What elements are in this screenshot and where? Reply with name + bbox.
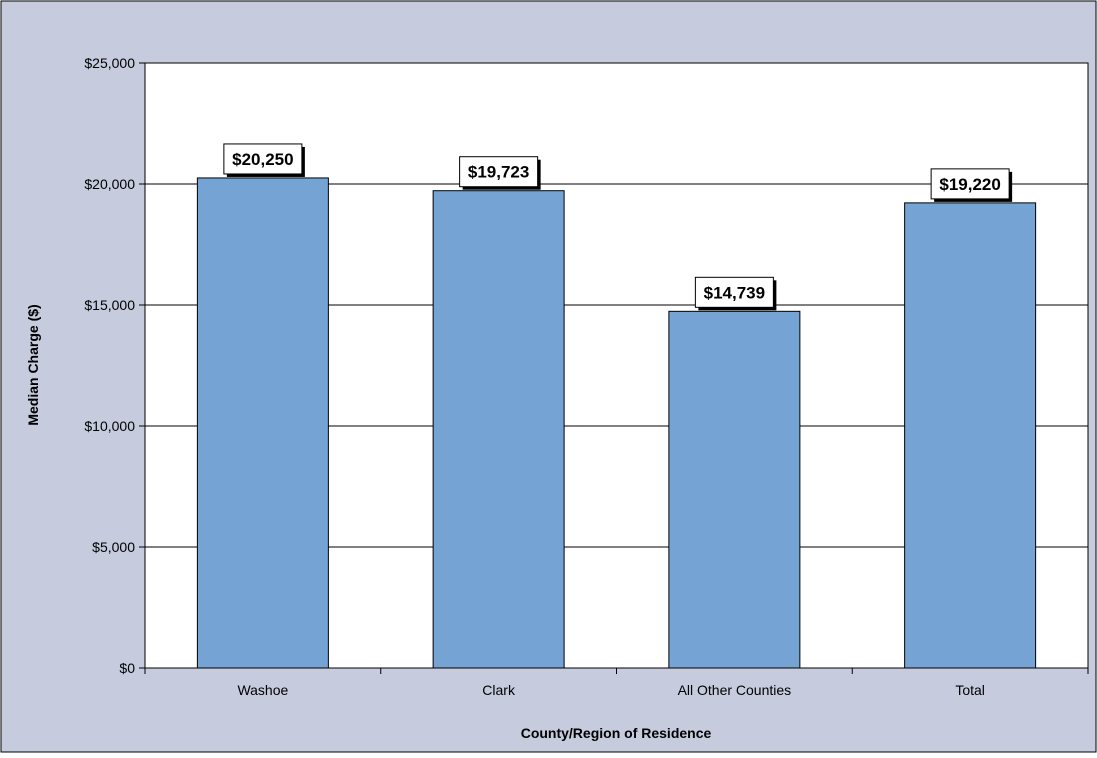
x-tick-label: Washoe — [237, 682, 288, 698]
data-label: $19,220 — [939, 175, 1000, 194]
data-label: $14,739 — [704, 283, 765, 302]
y-tick-label: $20,000 — [84, 176, 135, 192]
x-tick-label: All Other Counties — [678, 682, 792, 698]
y-tick-label: $0 — [119, 660, 135, 676]
x-tick-label: Total — [955, 682, 985, 698]
data-label-box — [694, 276, 774, 308]
data-label: $19,723 — [468, 163, 529, 182]
data-label-box — [223, 143, 303, 175]
x-tick-label: Clark — [482, 682, 516, 698]
x-axis-title: County/Region of Residence — [521, 725, 712, 741]
y-axis-title: Median Charge ($) — [25, 304, 41, 425]
y-tick-label: $15,000 — [84, 297, 135, 313]
bars — [196, 177, 1037, 669]
y-tick-label: $5,000 — [92, 539, 135, 555]
bar — [432, 190, 565, 669]
bar — [904, 202, 1037, 669]
y-tick-label: $10,000 — [84, 418, 135, 434]
axes: $0 $5,000 $10,000 $15,000 $20,000 $25,000 Wash… — [84, 55, 1089, 698]
data-labels: $20,250 $19,723 $14,739 $19,220 — [223, 143, 1013, 311]
y-tick-label: $25,000 — [84, 55, 135, 71]
bar — [668, 310, 801, 669]
data-label-box — [459, 156, 539, 188]
data-label-box — [930, 168, 1010, 200]
data-label: $20,250 — [232, 150, 293, 169]
bar — [196, 177, 329, 669]
